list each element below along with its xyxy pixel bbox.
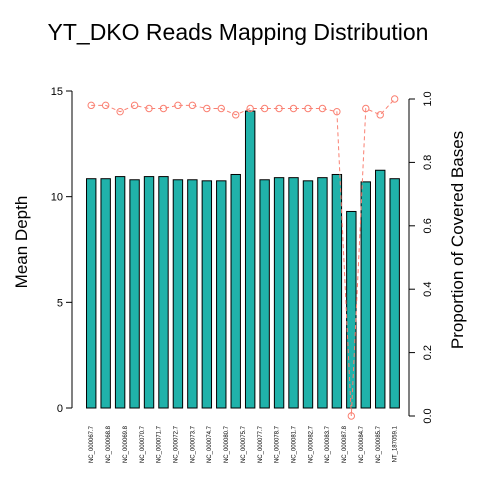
x-tick-label: NC_000080.7	[224, 425, 230, 463]
bar-NC_000080.7	[273, 177, 285, 409]
y2-tick-label: 0.8	[422, 155, 434, 170]
bar-NC_000069.8	[114, 176, 126, 409]
proportion-point-NC_000080.7	[275, 104, 283, 113]
y-tick-label: 0	[57, 403, 63, 415]
x-tick-label: NC_000072.7	[174, 425, 180, 463]
bar-NC_000085.7	[346, 210, 357, 409]
bar-NC_000070.7	[129, 179, 140, 409]
proportion-point-NC_000078.7	[246, 104, 254, 113]
bar-NC_000077.7	[230, 173, 241, 409]
bar-NC_000087.8	[375, 169, 386, 409]
x-tick-label: NT_187059.1	[393, 425, 399, 462]
bar-NC_000081.7	[288, 177, 299, 409]
proportion-line	[91, 98, 396, 417]
x-tick-label: NC_000069.8	[123, 425, 129, 463]
y2-tick-label: 0.2	[422, 345, 434, 360]
bar-NC_000075.7	[201, 180, 213, 409]
proportion-point-NC_000079.7	[260, 104, 269, 113]
x-tick-label: NC_000083.7	[325, 425, 331, 463]
y2-tick-label: 0.4	[422, 282, 434, 297]
y2-tick-label: 0.0	[422, 408, 434, 423]
y2-tick-label: 1.0	[422, 91, 434, 106]
proportion-point-NC_000074.7	[188, 101, 197, 110]
proportion-point-NC_000081.7	[289, 104, 298, 113]
x-tick-label: NC_000070.7	[140, 425, 146, 463]
proportion-point-NC_000069.8	[116, 107, 124, 116]
bar-NT_187059.1	[389, 178, 400, 409]
bar-NC_000084.7	[331, 173, 343, 409]
x-tick-label: NC_000085.7	[376, 425, 382, 463]
x-tick-labels-group: NC_000067.7 NC_000068.8 NC_000069.8 NC_0000…	[89, 425, 398, 463]
proportion-point-NC_000073.7	[174, 101, 182, 110]
bar-NC_000083.7	[317, 177, 328, 409]
bar-NC_000072.7	[158, 176, 169, 409]
proportion-point-NC_000086.8	[362, 104, 370, 113]
x-tick-label: NC_000068.8	[106, 425, 112, 463]
proportion-point-NC_000085.7	[347, 412, 356, 420]
x-tick-label: NC_000082.7	[308, 425, 314, 463]
axes-group: 0 5 10 15 0.0 0.2 0.4 0.6 0.8 1.0	[51, 86, 434, 424]
proportion-point-NC_000087.8	[376, 111, 384, 119]
proportion-point-NC_000068.8	[101, 101, 110, 110]
y2-axis-label: Proportion of Covered Bases	[448, 131, 467, 349]
proportion-point-NC_000075.7	[203, 104, 211, 113]
proportion-point-NC_000070.7	[130, 101, 139, 110]
proportion-point-NC_000083.7	[318, 104, 327, 113]
x-tick-label: NC_000075.7	[241, 425, 247, 463]
x-tick-label: NC_000073.7	[190, 425, 196, 463]
x-tick-label: NC_000078.7	[275, 425, 281, 463]
bars-group	[86, 110, 400, 409]
bar-NC_000067.7	[86, 178, 97, 409]
proportion-point-NC_000071.7	[145, 104, 153, 113]
bar-NC_000068.8	[100, 178, 111, 409]
proportion-series-group	[87, 95, 399, 420]
proportion-point-NC_000072.7	[159, 104, 168, 113]
bar-NC_000082.7	[302, 180, 314, 409]
y-tick-label: 10	[51, 192, 63, 204]
y2-tick-label: 0.6	[422, 218, 434, 233]
y-tick-label: 5	[57, 297, 63, 309]
bar-NC_000086.8	[360, 181, 371, 409]
bar-NC_000074.7	[187, 179, 198, 409]
proportion-point-NC_000082.7	[304, 104, 312, 113]
proportion-point-NC_000076.7	[217, 104, 225, 113]
chart-title: YT_DKO Reads Mapping Distribution	[48, 19, 429, 45]
proportion-point-NC_000077.7	[232, 111, 240, 119]
bar-NC_000076.7	[216, 180, 227, 409]
x-tick-label: NC_000074.7	[207, 425, 213, 463]
proportion-point-NT_187059.1	[390, 95, 399, 103]
bar-NC_000073.7	[172, 179, 184, 409]
proportion-point-NC_000084.7	[333, 107, 341, 116]
y-axis-label: Mean Depth	[12, 196, 31, 289]
x-tick-label: NC_000081.7	[292, 425, 298, 463]
x-tick-label: NC_000067.7	[89, 425, 95, 463]
x-tick-label: NC_000071.7	[157, 425, 163, 463]
proportion-point-NC_000067.7	[87, 101, 95, 110]
bar-NC_000079.7	[259, 179, 270, 409]
x-tick-label: NC_000077.7	[258, 425, 264, 463]
y-tick-label: 15	[51, 86, 63, 98]
x-tick-label: NC_000087.8	[342, 425, 348, 463]
bar-NC_000071.7	[143, 176, 155, 409]
x-tick-label: NC_000084.7	[359, 425, 365, 463]
bar-NC_000078.7	[244, 110, 256, 409]
